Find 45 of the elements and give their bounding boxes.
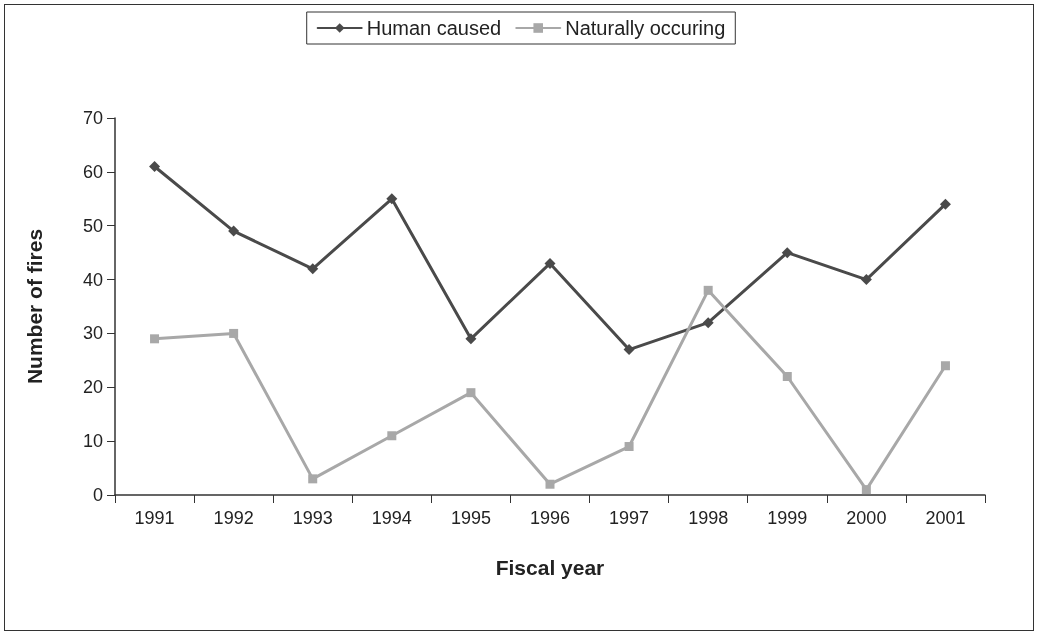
point: [307, 263, 319, 275]
point: [861, 485, 871, 495]
point: [544, 257, 556, 269]
point: [782, 372, 792, 382]
x-tick-label: 1998: [688, 508, 729, 528]
point: [939, 198, 951, 210]
legend-label: Human caused: [366, 17, 502, 39]
x-tick-label: 1992: [213, 508, 254, 528]
x-axis-title: Fiscal year: [495, 556, 605, 579]
point: [703, 285, 713, 295]
x-tick-label: 1995: [450, 508, 491, 528]
x-tick-label: 2000: [846, 508, 887, 528]
y-tick-label: 60: [82, 161, 103, 182]
y-tick-label: 50: [82, 215, 103, 236]
point: [465, 333, 477, 345]
point: [624, 442, 634, 452]
x-tick-label: 1994: [371, 508, 412, 528]
x-tick-label: 1996: [529, 508, 571, 528]
point: [623, 344, 635, 356]
y-tick-label: 70: [82, 108, 103, 128]
point: [150, 334, 160, 344]
point: [545, 479, 555, 489]
y-tick-label: 20: [82, 377, 103, 398]
y-tick-label: 10: [82, 431, 103, 452]
point: [149, 160, 161, 172]
x-tick-label: 2001: [925, 508, 966, 528]
y-axis-title: Number of fires: [23, 228, 46, 385]
y-tick-label: 0: [92, 485, 103, 505]
x-tick-label: 1991: [134, 508, 175, 528]
y-tick-label: 30: [82, 323, 103, 344]
point: [228, 225, 240, 237]
point: [702, 317, 714, 329]
point: [387, 431, 397, 441]
point: [308, 474, 318, 484]
legend-label: Naturally occuring: [565, 17, 726, 39]
point: [466, 388, 476, 398]
point: [229, 328, 239, 338]
x-tick-label: 1999: [767, 508, 808, 528]
y-tick-label: 40: [82, 269, 103, 290]
point: [940, 361, 950, 371]
point: [386, 193, 398, 205]
x-tick-label: 1993: [292, 508, 333, 528]
point: [860, 274, 872, 286]
x-tick-label: 1997: [609, 508, 650, 528]
point: [781, 247, 793, 259]
